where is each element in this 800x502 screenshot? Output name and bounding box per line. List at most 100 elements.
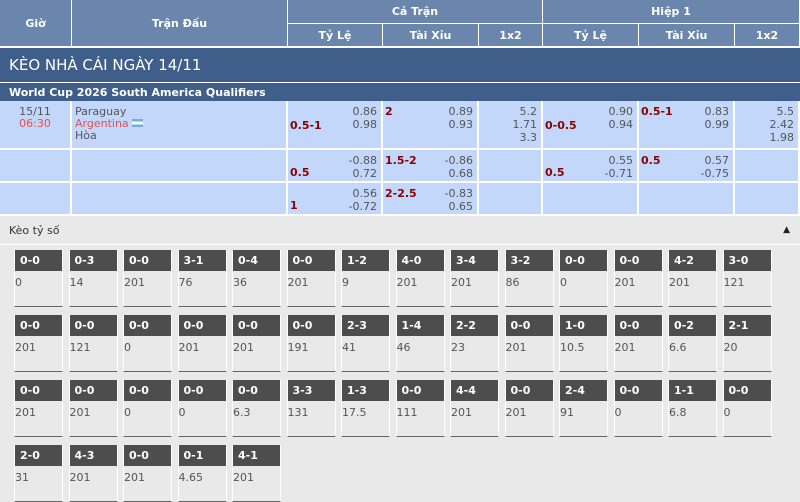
- h1-handicap-odds[interactable]: 0.55: [608, 154, 634, 167]
- away-team[interactable]: Argentina: [75, 118, 286, 130]
- ft-1x2-odds[interactable]: 5.2: [519, 105, 538, 118]
- score-section-header[interactable]: Kèo tỷ số ▲: [0, 216, 800, 245]
- score-cell[interactable]: 4-3 201: [68, 445, 118, 502]
- score-cell[interactable]: 0-4 36: [232, 250, 281, 307]
- score-cell[interactable]: 4-4 201: [450, 380, 499, 437]
- score-cell[interactable]: 0-0 201: [286, 250, 336, 307]
- score-cell[interactable]: 2-2 23: [450, 315, 499, 372]
- h1-handicap-line[interactable]: 0-0.5: [545, 119, 577, 132]
- collapse-triangle-icon[interactable]: ▲: [783, 225, 790, 235]
- score-cell[interactable]: 4-0 201: [395, 250, 445, 307]
- score-odds: 86: [505, 276, 520, 289]
- ft-handicap-odds[interactable]: 0.86: [352, 105, 378, 118]
- score-cell[interactable]: 0-0 201: [504, 315, 554, 372]
- score-odds: 76: [178, 276, 193, 289]
- ft-over-under-line[interactable]: 1.5-2: [385, 154, 417, 167]
- score-cell[interactable]: 0-0 201: [68, 380, 118, 437]
- score-cell[interactable]: 1-2 9: [341, 250, 390, 307]
- score-cell[interactable]: 0-0 121: [68, 315, 118, 372]
- score-cell[interactable]: 0-0 191: [286, 315, 336, 372]
- score-cell[interactable]: 0-0 0: [123, 380, 172, 437]
- score-cell[interactable]: 0-3 14: [68, 250, 118, 307]
- h1-handicap-line[interactable]: 0.5: [545, 166, 565, 179]
- score-cell[interactable]: 0-0 0: [123, 315, 172, 372]
- h1-over-under-odds[interactable]: 0.83: [704, 105, 730, 118]
- score-cell[interactable]: 0-0 201: [123, 250, 172, 307]
- score-cell[interactable]: 1-3 17.5: [341, 380, 390, 437]
- ft-1x2-odds[interactable]: 3.3: [519, 131, 538, 144]
- score-cell[interactable]: 0-0 201: [504, 380, 554, 437]
- h1-1x2-odds[interactable]: 1.98: [769, 131, 795, 144]
- away-team-name: Argentina: [75, 117, 129, 130]
- h1-handicap-odds[interactable]: 0.90: [608, 105, 634, 118]
- score-cell[interactable]: 0-0 201: [14, 380, 63, 437]
- score-cell[interactable]: 0-0 0: [559, 250, 608, 307]
- score-cell[interactable]: 2-4 91: [559, 380, 608, 437]
- score-label: 4-4: [451, 380, 498, 401]
- h1-handicap-odds[interactable]: -0.71: [604, 167, 633, 180]
- league-name[interactable]: World Cup 2026 South America Qualifiers: [0, 82, 800, 101]
- ft-over-under-odds[interactable]: 0.65: [448, 200, 474, 213]
- score-cell[interactable]: 3-2 86: [504, 250, 554, 307]
- score-cell[interactable]: 0-0 201: [123, 445, 172, 502]
- score-cell[interactable]: 0-0 201: [613, 250, 663, 307]
- ft-handicap-odds[interactable]: 0.98: [352, 118, 378, 131]
- h1-1x2-odds[interactable]: 5.5: [776, 105, 795, 118]
- ft-over-under-odds[interactable]: 0.89: [448, 105, 474, 118]
- score-cell[interactable]: 0-0 201: [232, 315, 281, 372]
- score-cell[interactable]: 0-0 201: [613, 315, 663, 372]
- ft-over-under-odds[interactable]: -0.83: [444, 187, 473, 200]
- h1-over-under-line[interactable]: 0.5-1: [641, 105, 673, 118]
- ft-over-under-odds[interactable]: 0.93: [448, 118, 474, 131]
- score-cell[interactable]: 1-1 6.8: [668, 380, 717, 437]
- score-cell[interactable]: 2-3 41: [341, 315, 390, 372]
- ft-over-under-line[interactable]: 2: [385, 105, 393, 118]
- score-cell[interactable]: 2-0 31: [14, 445, 63, 502]
- score-odds: 201: [614, 341, 636, 354]
- score-cell[interactable]: 3-0 121: [722, 250, 772, 307]
- score-cell[interactable]: 1-0 10.5: [559, 315, 608, 372]
- score-cell[interactable]: 1-4 46: [395, 315, 445, 372]
- ft-handicap-odds[interactable]: -0.72: [348, 200, 377, 213]
- ft-handicap-line[interactable]: 0.5: [290, 166, 310, 179]
- h1-1x2-odds[interactable]: 2.42: [769, 118, 795, 131]
- ft-handicap-odds[interactable]: 0.72: [352, 167, 378, 180]
- score-cell[interactable]: 2-1 20: [722, 315, 772, 372]
- score-cell[interactable]: 0-0 111: [395, 380, 445, 437]
- header-match: Trận Đấu: [72, 0, 288, 47]
- score-odds: 201: [69, 406, 91, 419]
- score-cell[interactable]: 0-0 0: [613, 380, 663, 437]
- ft-handicap-odds[interactable]: -0.88: [348, 154, 377, 167]
- h1-over-under-line[interactable]: 0.5: [641, 154, 661, 167]
- score-cell[interactable]: 0-0 0: [722, 380, 772, 437]
- h1-over-under-odds[interactable]: 0.57: [704, 154, 730, 167]
- home-team[interactable]: Paraguay: [75, 105, 127, 118]
- score-cell[interactable]: 0-0 0: [14, 250, 63, 307]
- h1-over-under-odds[interactable]: 0.99: [704, 118, 730, 131]
- score-cell[interactable]: 3-1 76: [177, 250, 227, 307]
- ft-over-under-line[interactable]: 2-2.5: [385, 187, 417, 200]
- score-cell[interactable]: 0-0 201: [177, 315, 227, 372]
- score-cell[interactable]: 0-1 4.65: [177, 445, 227, 502]
- ft-1x2-odds[interactable]: 1.71: [512, 118, 538, 131]
- score-odds: 201: [69, 471, 91, 484]
- ft-handicap-line[interactable]: 1: [290, 199, 298, 212]
- score-cell[interactable]: 3-3 131: [286, 380, 336, 437]
- score-cell[interactable]: 3-4 201: [450, 250, 499, 307]
- score-label: 2-1: [723, 315, 771, 336]
- h1-over-under-odds[interactable]: -0.75: [700, 167, 729, 180]
- score-cell[interactable]: 4-1 201: [232, 445, 281, 502]
- ft-over-under-odds[interactable]: 0.68: [448, 167, 474, 180]
- score-label: 0-0: [614, 380, 662, 401]
- score-cell[interactable]: 0-0 201: [14, 315, 63, 372]
- ft-handicap-odds[interactable]: 0.56: [352, 187, 378, 200]
- h1-handicap-odds[interactable]: 0.94: [608, 118, 634, 131]
- ft-over-under-odds[interactable]: -0.86: [444, 154, 473, 167]
- score-cell[interactable]: 4-2 201: [668, 250, 717, 307]
- score-odds: 0: [124, 341, 131, 354]
- ft-handicap-line[interactable]: 0.5-1: [290, 119, 322, 132]
- score-odds: 201: [124, 471, 145, 484]
- score-cell[interactable]: 0-2 6.6: [668, 315, 717, 372]
- score-cell[interactable]: 0-0 0: [177, 380, 227, 437]
- score-cell[interactable]: 0-0 6.3: [232, 380, 281, 437]
